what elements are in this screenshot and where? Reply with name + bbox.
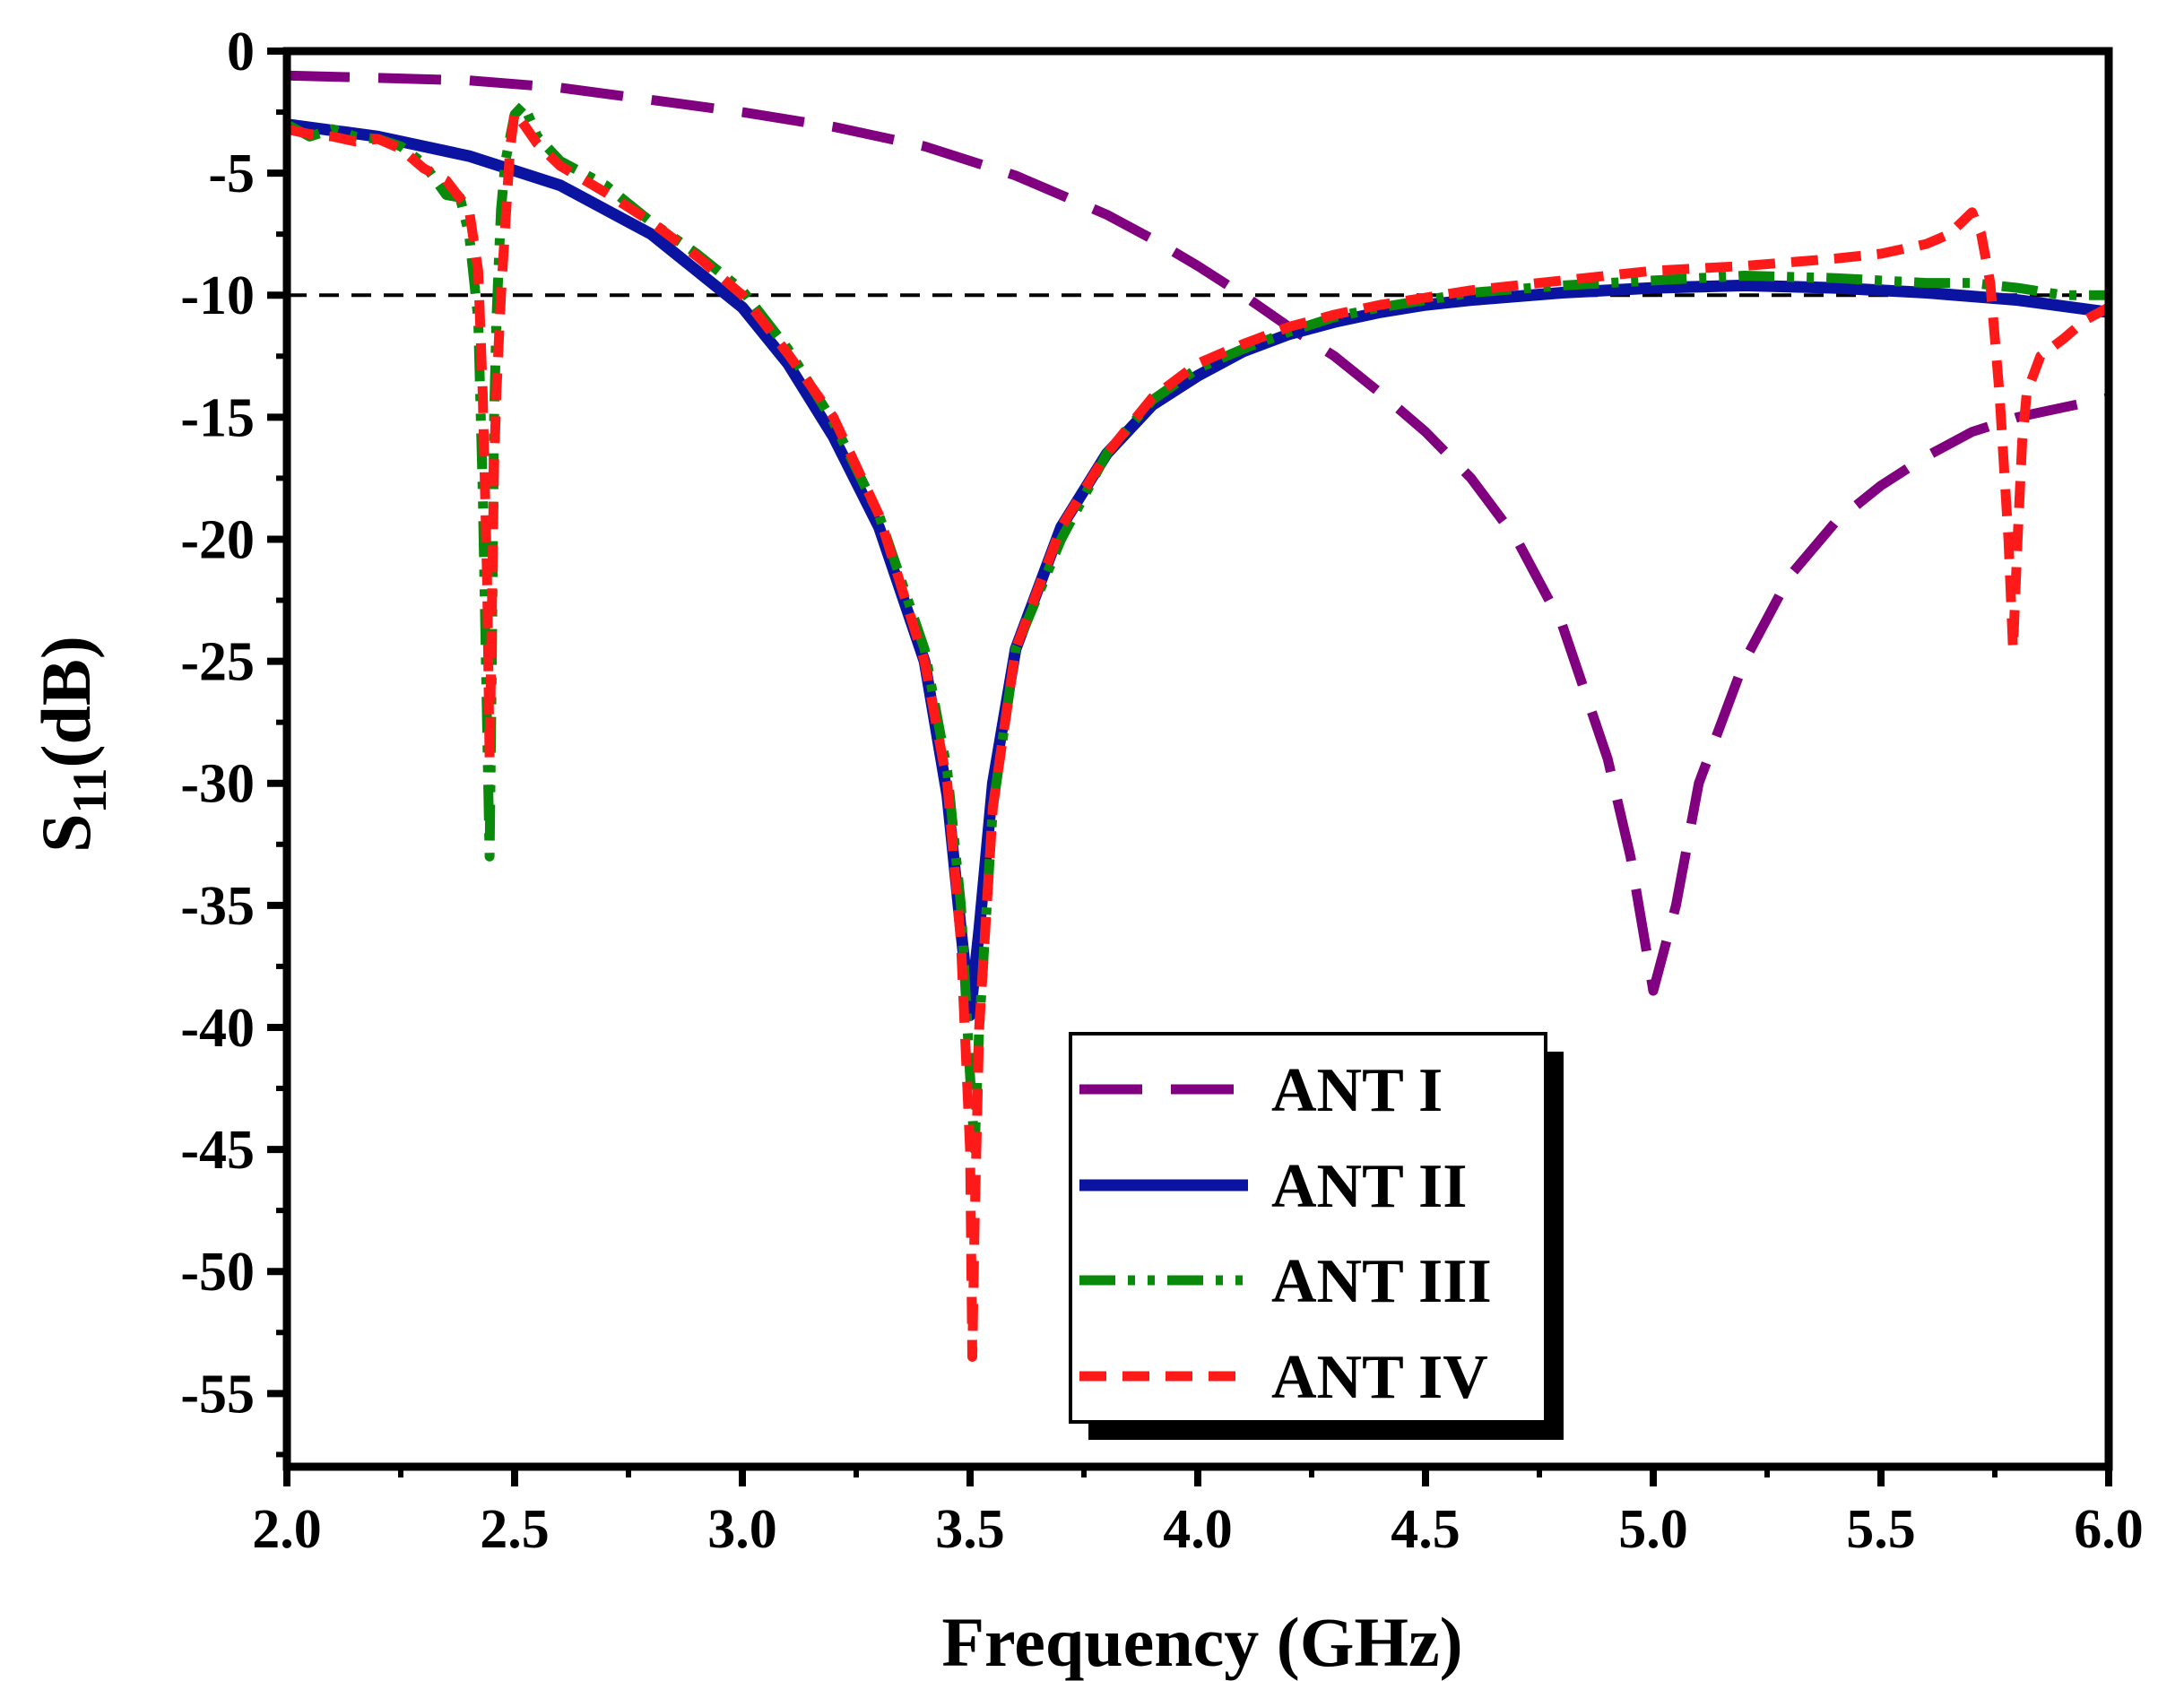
legend-label: ANT II (1271, 1152, 1468, 1221)
y-tick-label: -10 (180, 265, 255, 326)
x-tick-label: 5.5 (1846, 1499, 1916, 1560)
series-line-ant-i (286, 70, 2110, 996)
x-tick-label: 4.0 (1163, 1499, 1233, 1560)
series-line-ant-ii (286, 118, 2110, 1021)
legend-box (1069, 1032, 1547, 1424)
y-tick-label: -45 (180, 1120, 255, 1181)
y-tick-labels: 0 -5 -10 -15 -20 -25 -30 -35 -40 -45 -50 -55 (180, 22, 255, 1425)
axes-layer (267, 47, 2113, 1486)
x-axis-title: Frequency (GHz) (941, 1603, 1462, 1681)
x-tick-label: 6.0 (2074, 1499, 2144, 1560)
x-tick-label: 2.0 (252, 1499, 322, 1560)
y-tick-label: -20 (180, 509, 255, 570)
legend-items: ANT I ANT II ANT III ANT IV (1079, 1056, 1492, 1412)
x-tick-labels: 2.0 2.5 3.0 3.5 4.0 4.5 5.0 5.5 6.0 (252, 1499, 2144, 1560)
y-axis-title-main: S (27, 814, 105, 853)
y-tick-label: -30 (180, 754, 255, 815)
y-tick-label: -50 (180, 1242, 255, 1303)
legend-label: ANT IV (1271, 1343, 1488, 1412)
series-line-ant-iv (285, 107, 2111, 1362)
x-tick-label: 3.5 (935, 1499, 1005, 1560)
y-tick-label: -25 (180, 632, 255, 693)
legend-label: ANT I (1271, 1056, 1443, 1125)
y-tick-label: -55 (180, 1364, 255, 1425)
y-tick-label: -35 (180, 876, 255, 937)
x-tick-label: 5.0 (1618, 1499, 1688, 1560)
legend: ANT I ANT II ANT III ANT IV (1069, 1032, 1564, 1440)
x-tick-label: 4.5 (1391, 1499, 1460, 1560)
x-tick-label: 3.0 (707, 1499, 777, 1560)
y-axis-title-unit: (dB) (27, 636, 105, 767)
y-tick-label: -5 (208, 143, 255, 204)
y-tick-label: -15 (180, 387, 255, 448)
y-axis-title-subscript: 11 (63, 767, 117, 813)
y-tick-label: -40 (180, 998, 255, 1059)
y-tick-label: 0 (227, 22, 255, 82)
series-layer (284, 70, 2111, 1362)
y-axis-title: S11(dB) (27, 636, 117, 853)
x-tick-label: 2.5 (480, 1499, 550, 1560)
legend-label: ANT III (1271, 1247, 1492, 1316)
